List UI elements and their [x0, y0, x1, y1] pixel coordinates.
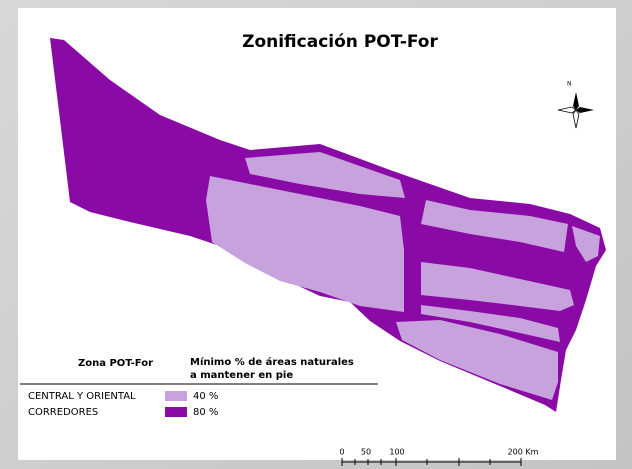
scale-label: 50 [361, 448, 371, 457]
legend-value-header: Mínimo % de áreas naturales [190, 356, 354, 368]
legend-zone-label: CENTRAL Y ORIENTAL [28, 391, 136, 402]
central-oriental-zone [421, 200, 568, 252]
legend: CENTRAL Y ORIENTAL 40 % CORREDORES 80 % [28, 391, 218, 418]
scale-bar: 0 50 100 200 Km [339, 448, 539, 466]
legend-value-label: 80 % [193, 407, 218, 418]
legend-swatch [165, 407, 187, 417]
legend-zone-label: CORREDORES [28, 407, 98, 418]
legend-swatch [165, 391, 187, 401]
central-oriental-zone [245, 152, 405, 198]
central-oriental-zone [572, 226, 600, 262]
central-oriental-zone [396, 320, 558, 400]
map-title: Zonificación POT-For [242, 32, 438, 52]
zone-map [50, 38, 606, 412]
legend-value-label: 40 % [193, 391, 218, 402]
north-label: N [567, 81, 572, 88]
central-oriental-zone [421, 262, 574, 311]
north-arrow: N [557, 81, 594, 129]
central-oriental-zone [421, 305, 560, 342]
scale-label: 200 Km [508, 448, 539, 457]
scale-label: 0 [339, 448, 344, 457]
legend-value-header: a mantener en pie [190, 370, 293, 381]
central-oriental-zone [206, 176, 404, 312]
scale-label: 100 [389, 448, 404, 457]
legend-zone-header: Zona POT-For [78, 358, 153, 369]
